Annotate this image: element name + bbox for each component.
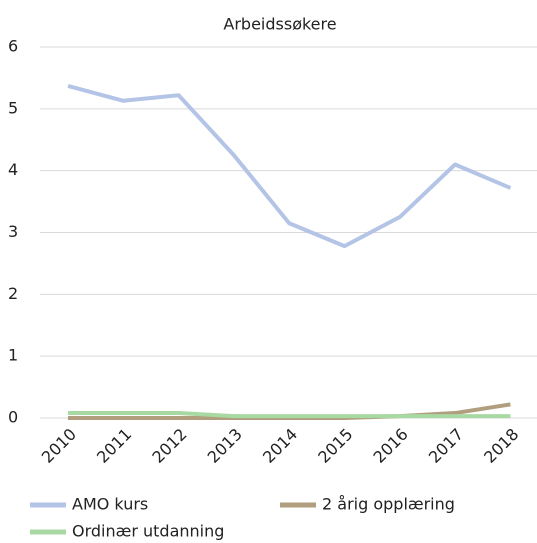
legend-label: Ordinær utdanning [72,522,224,541]
x-tick-label: 2015 [314,425,356,467]
series-line [68,411,511,419]
legend-label: AMO kurs [72,495,148,514]
y-tick-label: 2 [8,284,18,303]
y-tick-label: 3 [8,222,18,241]
x-tick-label: 2017 [425,425,467,467]
y-tick-label: 4 [8,160,18,179]
x-tick-label: 2013 [204,425,246,467]
y-tick-label: 1 [8,346,18,365]
y-tick-label: 5 [8,98,18,117]
x-tick-label: 2010 [38,425,80,467]
chart-title: Arbeidssøkere [223,15,336,34]
series-line [67,84,512,249]
y-tick-label: 0 [8,408,18,427]
x-tick-label: 2012 [148,425,190,467]
legend-label: 2 årig opplæring [322,495,455,514]
x-tick-label: 2014 [259,425,301,467]
y-tick-label: 6 [8,37,18,56]
x-tick-label: 2016 [370,425,412,467]
x-tick-label: 2018 [480,425,522,467]
x-tick-label: 2011 [93,425,135,467]
